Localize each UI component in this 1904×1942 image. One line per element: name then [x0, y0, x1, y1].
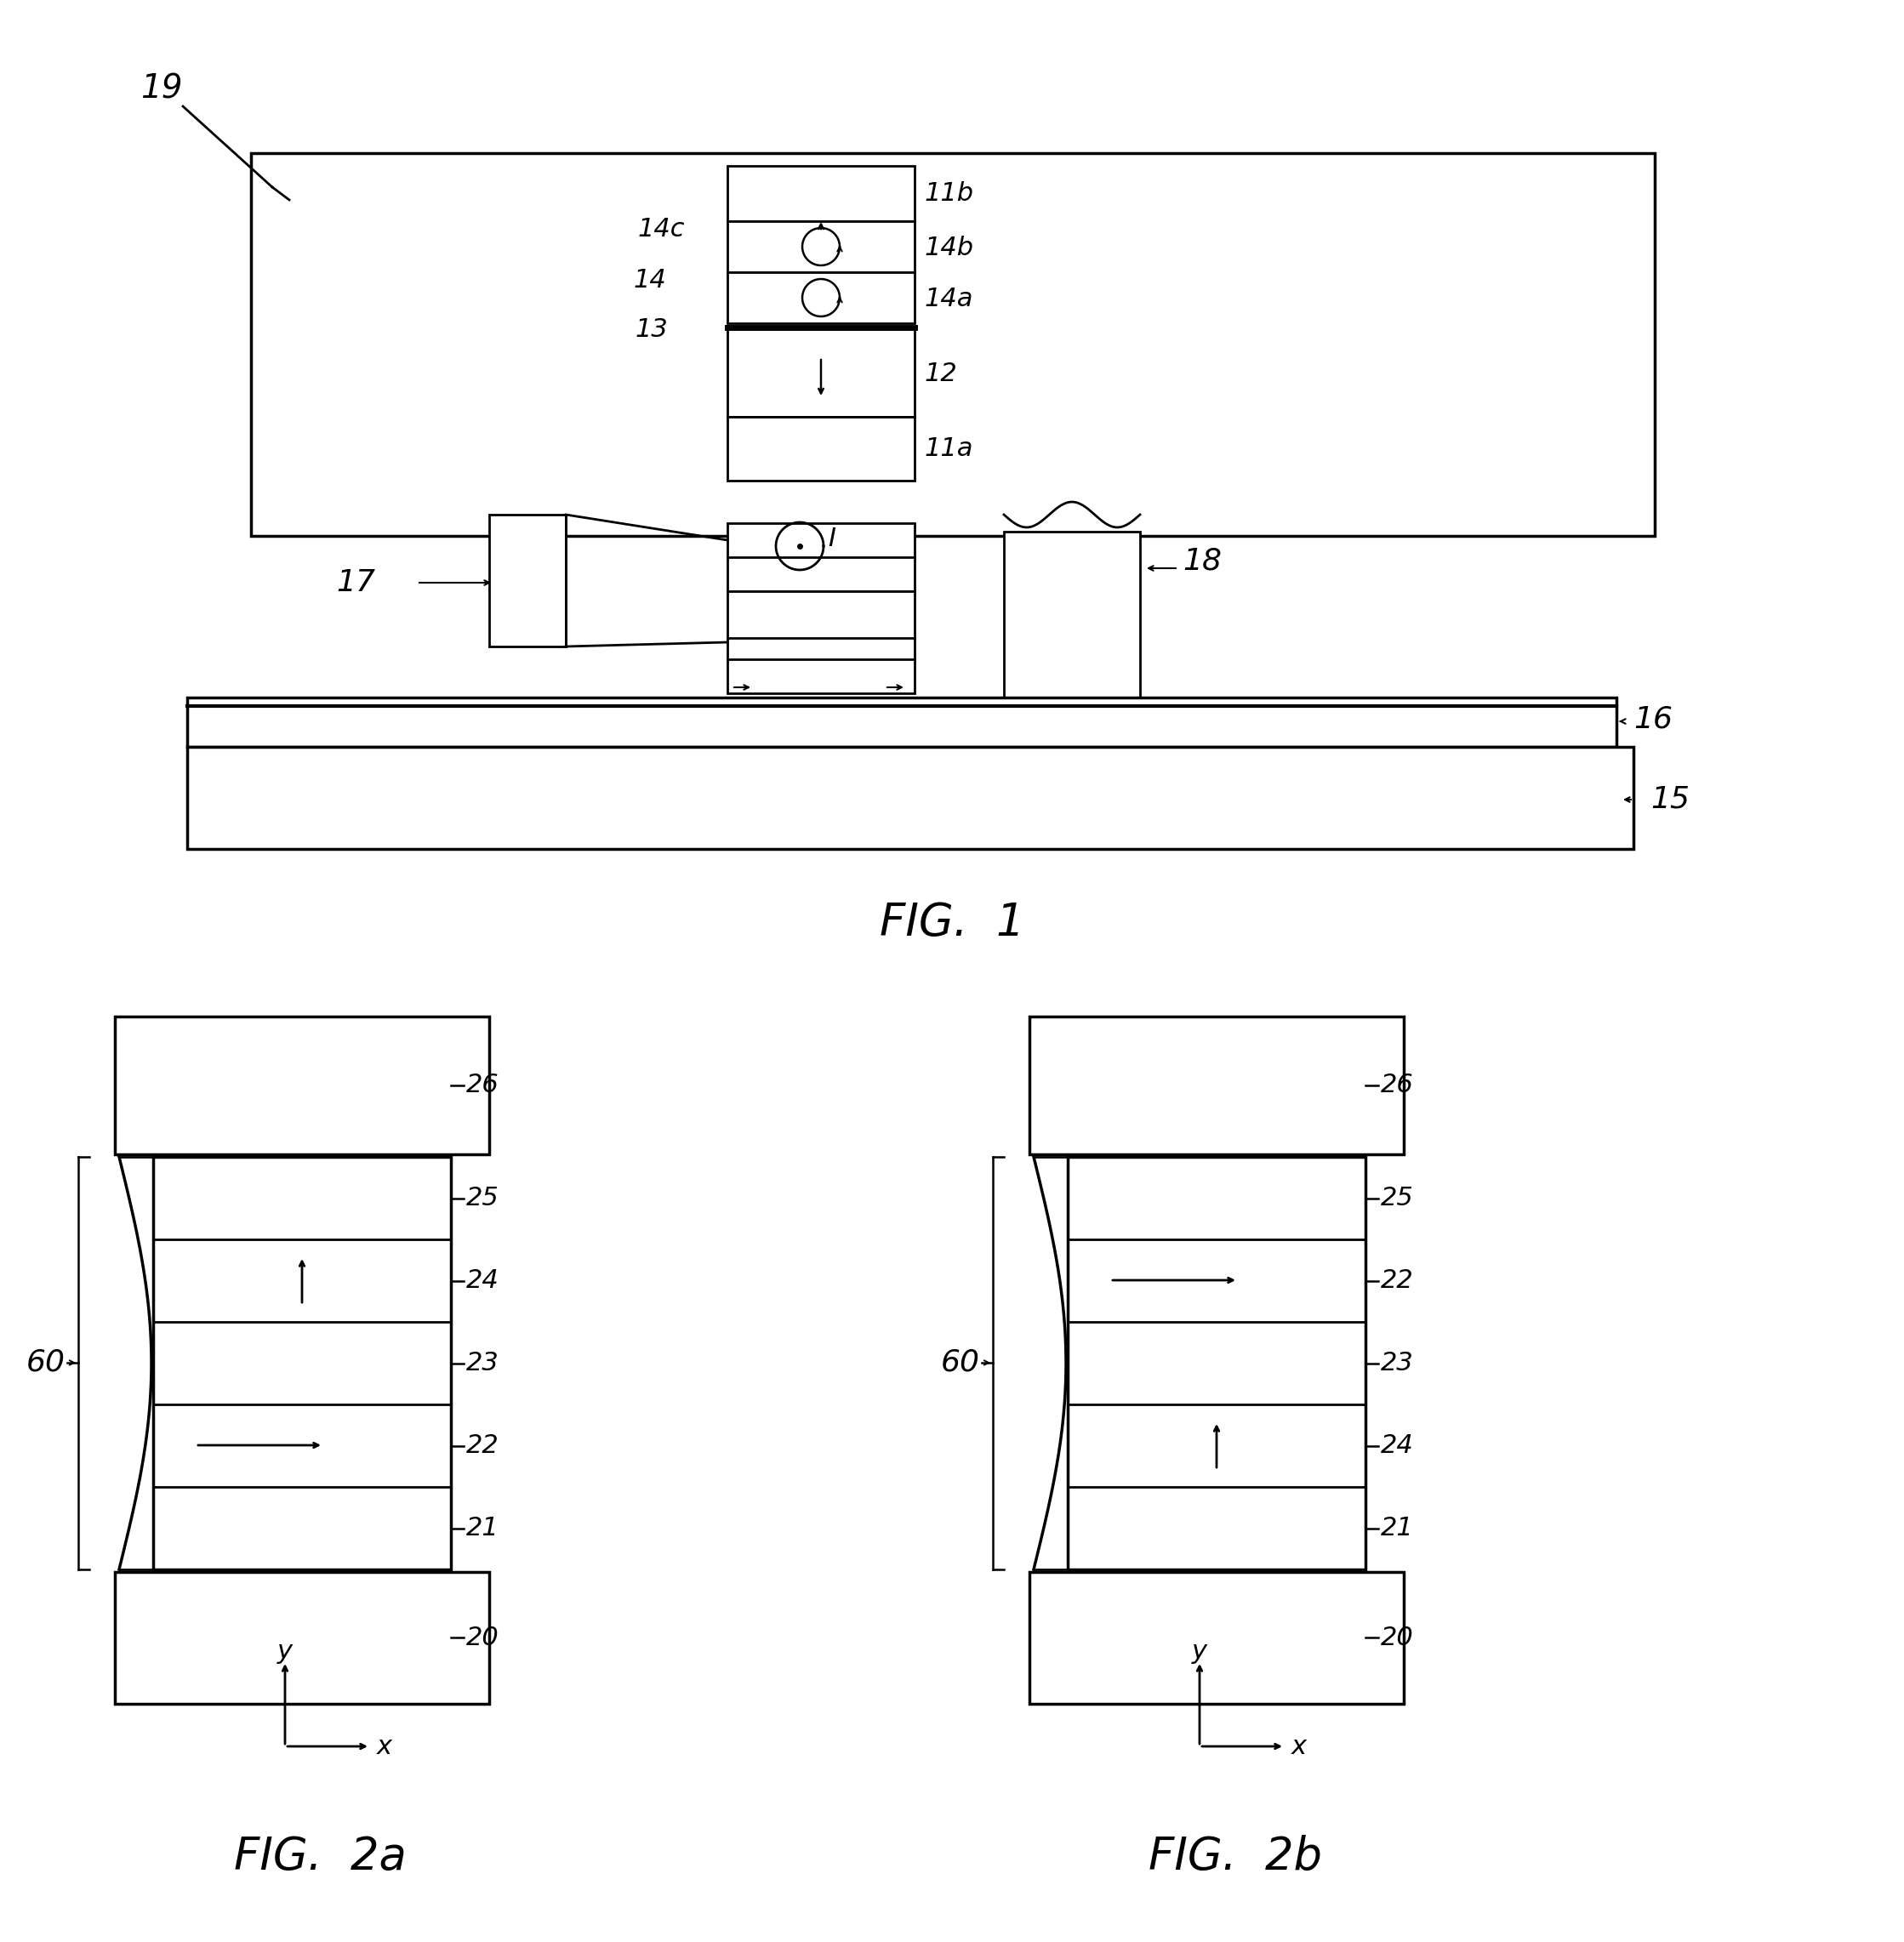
Bar — [727, 418, 914, 480]
Bar — [1068, 1157, 1365, 1569]
Text: 18: 18 — [1182, 548, 1222, 577]
Text: 14b: 14b — [925, 237, 975, 260]
Bar — [114, 1016, 489, 1154]
Bar — [187, 748, 1634, 849]
Text: 16: 16 — [1634, 705, 1672, 734]
Text: FIG.  2a: FIG. 2a — [234, 1835, 407, 1880]
Text: 25: 25 — [1380, 1187, 1415, 1210]
Text: 60: 60 — [941, 1348, 981, 1377]
Text: 60: 60 — [27, 1348, 65, 1377]
Bar — [1003, 532, 1140, 697]
Text: x: x — [1291, 1734, 1306, 1759]
Text: 24: 24 — [466, 1268, 499, 1293]
Text: 17: 17 — [335, 569, 375, 596]
Bar — [727, 272, 914, 322]
Text: 14c: 14c — [638, 218, 685, 243]
Text: 11b: 11b — [925, 183, 975, 206]
Text: 22: 22 — [466, 1433, 499, 1458]
Text: 26: 26 — [466, 1074, 499, 1097]
Text: y: y — [1192, 1639, 1207, 1664]
Text: 11a: 11a — [925, 437, 973, 462]
Text: FIG.  2b: FIG. 2b — [1148, 1835, 1321, 1880]
Text: 13: 13 — [636, 318, 668, 342]
Text: 20: 20 — [466, 1625, 499, 1651]
Text: x: x — [377, 1734, 392, 1759]
Bar — [489, 515, 565, 647]
Bar — [727, 328, 914, 418]
Text: 21: 21 — [466, 1517, 499, 1540]
Text: 24: 24 — [1380, 1433, 1415, 1458]
Text: 19: 19 — [141, 74, 183, 105]
Text: 21: 21 — [1380, 1517, 1415, 1540]
Text: 26: 26 — [1380, 1074, 1415, 1097]
Bar — [727, 221, 914, 272]
Bar — [251, 153, 1655, 536]
Bar — [1030, 1571, 1403, 1703]
Text: 20: 20 — [1380, 1625, 1415, 1651]
Text: 23: 23 — [466, 1352, 499, 1375]
Text: 12: 12 — [925, 361, 958, 386]
Text: 14a: 14a — [925, 287, 973, 313]
Bar — [152, 1157, 451, 1569]
Text: y: y — [278, 1639, 293, 1664]
Text: 22: 22 — [1380, 1268, 1415, 1293]
Text: FIG.  1: FIG. 1 — [880, 901, 1024, 946]
Bar — [187, 697, 1616, 748]
Bar — [727, 590, 914, 693]
Text: I: I — [828, 526, 836, 552]
Text: 23: 23 — [1380, 1352, 1415, 1375]
Bar — [727, 165, 914, 221]
Text: 14: 14 — [634, 268, 666, 293]
Bar — [1030, 1016, 1403, 1154]
Bar — [727, 522, 914, 590]
Text: 25: 25 — [466, 1187, 499, 1210]
Text: 15: 15 — [1651, 785, 1689, 814]
Bar — [114, 1571, 489, 1703]
